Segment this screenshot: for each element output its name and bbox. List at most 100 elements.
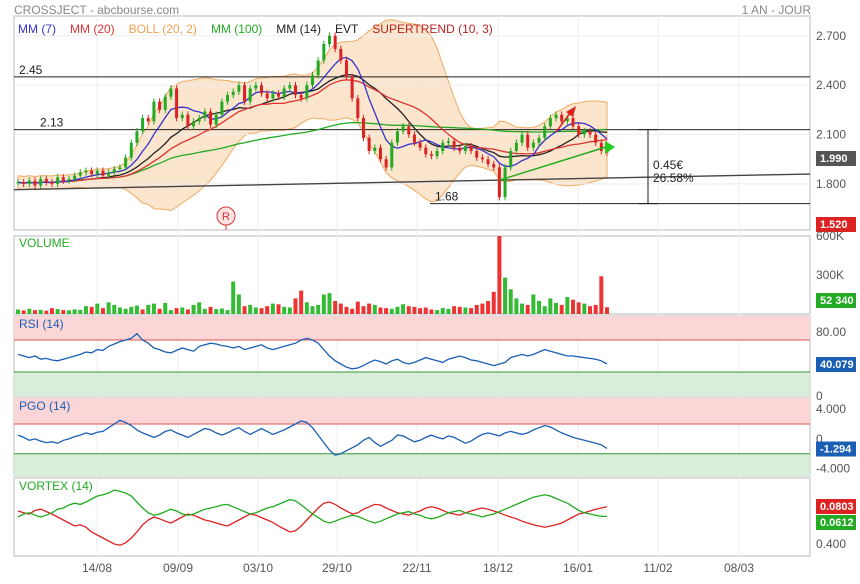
x-tick-label: 03/10 [243, 561, 273, 575]
volume-bar [429, 309, 434, 314]
candle-body [124, 157, 128, 168]
candle-body [344, 60, 348, 77]
vortex-last-label-1-box [816, 515, 856, 530]
volume-bar [480, 303, 485, 314]
candle-body [497, 167, 501, 198]
volume-bar [548, 298, 553, 314]
candle-body [514, 142, 518, 151]
candle-body [209, 111, 213, 125]
candle-body [367, 137, 371, 151]
vortex-last-label-0-box [816, 499, 856, 514]
volume-bar [452, 306, 457, 314]
volume-bar [599, 276, 604, 314]
volume-title: VOLUME [19, 236, 70, 250]
legend-item: EVT [335, 22, 359, 36]
candle-body [509, 150, 513, 168]
volume-bar [304, 302, 309, 314]
y-tick-label: 2.700 [816, 29, 846, 43]
chart-period: 1 AN - JOUR [741, 3, 811, 17]
candle-body [180, 114, 184, 119]
volume-bar [299, 290, 304, 314]
candle-body [146, 118, 150, 122]
volume-bar [338, 303, 343, 314]
volume-bar [514, 298, 519, 314]
volume-bar [344, 306, 349, 314]
candle-body [243, 85, 247, 102]
legend-item: MM (14) [276, 22, 321, 36]
candle-body [492, 164, 496, 168]
volume-bar [525, 304, 530, 314]
candle-body [299, 95, 303, 99]
volume-bar [112, 304, 117, 314]
level-label: 2.45 [19, 63, 43, 77]
volume-bar [361, 306, 366, 314]
candle-body [412, 134, 416, 143]
candle-body [571, 118, 575, 127]
vortex-last-label-1: 0.0612 [820, 517, 854, 529]
volume-bar [542, 306, 547, 314]
volume-bar [457, 306, 462, 314]
y-tick-label: 2.400 [816, 78, 846, 92]
vortex-title: VORTEX (14) [19, 479, 93, 493]
volume-bar [321, 294, 326, 314]
volume-bar [219, 308, 224, 314]
candle-body [554, 114, 558, 119]
candle-body [294, 85, 298, 96]
candle-body [418, 142, 422, 148]
candle-body [378, 147, 382, 160]
candle-body [463, 146, 467, 151]
candle-body [112, 169, 116, 173]
volume-bar [270, 303, 275, 314]
candle-body [50, 182, 54, 184]
y-tick-label: 0.400 [816, 537, 846, 551]
y-tick-label: 600K [816, 229, 844, 243]
volume-bar [497, 236, 502, 314]
candle-body [384, 159, 388, 168]
volume-bar [95, 303, 100, 314]
volume-bar [333, 301, 338, 314]
candle-body [214, 114, 218, 125]
marker-r-label: R [222, 211, 230, 223]
volume-bar [253, 307, 258, 314]
candle-body [316, 60, 320, 76]
candle-body [435, 150, 439, 156]
volume-bar [287, 307, 292, 314]
volume-bar [423, 307, 428, 314]
volume-bar [401, 304, 406, 314]
volume-bar [106, 302, 111, 314]
volume-bar [66, 310, 71, 314]
x-tick-label: 11/02 [643, 561, 672, 575]
volume-bar [242, 306, 247, 314]
volume-bar [225, 310, 230, 314]
candle-body [265, 93, 269, 99]
volume-bar [61, 310, 66, 314]
volume-bar [134, 305, 139, 314]
volume-bar [282, 306, 287, 314]
volume-bar [83, 306, 88, 314]
bollinger-band [17, 19, 608, 212]
volume-bar [412, 306, 417, 314]
volume-bar [265, 306, 270, 314]
volume-bar [355, 301, 360, 314]
candle-body [254, 85, 258, 89]
volume-bar [163, 302, 168, 314]
volume-bar [520, 303, 525, 314]
volume-bar [180, 307, 185, 314]
x-tick-label: 18/12 [483, 561, 513, 575]
volume-bar [389, 308, 394, 314]
candle-body [101, 170, 105, 176]
candle-body [260, 85, 264, 94]
x-tick-label: 09/09 [163, 561, 193, 575]
candle-body [152, 101, 156, 122]
volume-bar [197, 302, 202, 314]
volume-bar [100, 308, 105, 314]
volume-bar [531, 294, 536, 314]
candle-body [39, 178, 43, 186]
volume-bar [293, 298, 298, 314]
legend-item: BOLL (20, 2) [129, 22, 197, 36]
volume-bar [395, 306, 400, 314]
candle-body [560, 114, 564, 122]
panel-frame-1 [13, 235, 811, 315]
